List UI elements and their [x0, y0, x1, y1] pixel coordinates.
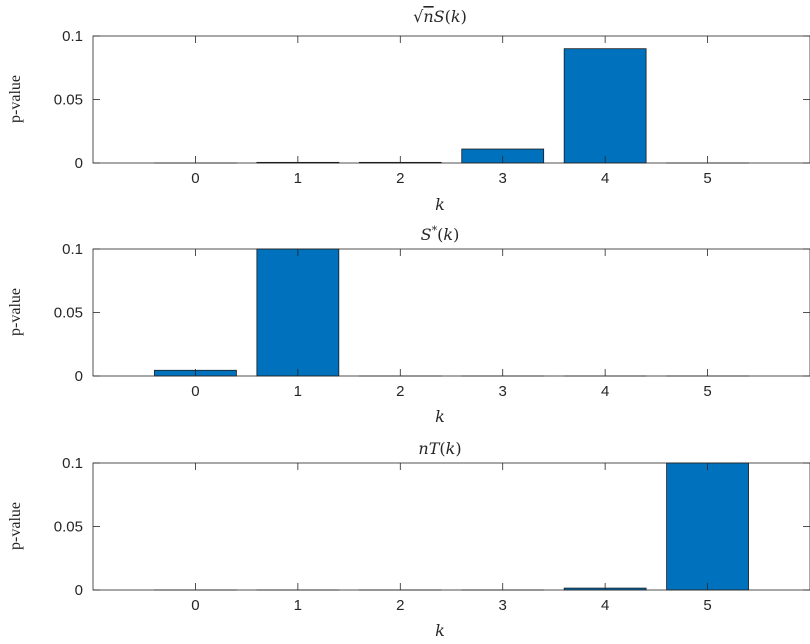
subplot-3: nT(k) 0 1 2 3 4 5 0 0.05 0.1 p-value k — [7, 439, 810, 640]
x-tick-label: 4 — [601, 597, 609, 614]
y-tick-label: 0.05 — [54, 519, 83, 536]
x-tick-label: 4 — [601, 383, 609, 400]
bar-1 — [256, 248, 340, 377]
x-tick-label: 0 — [191, 170, 199, 187]
x-tick-label: 3 — [499, 597, 507, 614]
x-tick-label: 0 — [191, 383, 199, 400]
y-tick-label: 0.1 — [62, 455, 83, 472]
y-tick-label: 0.05 — [54, 305, 83, 322]
x-tick-label: 2 — [396, 170, 404, 187]
x-tick-label: 1 — [294, 383, 302, 400]
x-tick-label: 2 — [396, 383, 404, 400]
y-axis-label: p-value — [7, 502, 24, 550]
x-tick-label: 5 — [703, 597, 711, 614]
axes-box — [92, 35, 810, 164]
plot-area: 0 1 2 3 4 5 0 0.05 0.1 — [54, 241, 810, 400]
y-tick-label: 0 — [75, 582, 83, 599]
y-axis-label: p-value — [7, 75, 24, 123]
y-tick-label: 0 — [75, 368, 83, 385]
y-tick-label: 0.1 — [62, 28, 83, 45]
axes-box — [92, 248, 810, 377]
subplot-title: √nS(k) — [413, 7, 467, 26]
subplot-2: S*(k) 0 1 2 3 4 5 0 0.05 0.1 p-value k — [7, 224, 810, 426]
x-tick-label: 3 — [499, 383, 507, 400]
y-tick-label: 0.1 — [62, 241, 83, 258]
y-axis-label: p-value — [7, 288, 24, 336]
x-tick-label: 1 — [294, 597, 302, 614]
subplot-title: nT(k) — [418, 439, 461, 458]
plot-area: 0 1 2 3 4 5 0 0.05 0.1 — [54, 455, 810, 614]
bar-4 — [563, 48, 647, 164]
x-tick-label: 5 — [703, 383, 711, 400]
x-tick-label: 5 — [703, 170, 711, 187]
x-tick-label: 1 — [294, 170, 302, 187]
x-axis-label: k — [435, 195, 445, 214]
x-tick-label: 2 — [396, 597, 404, 614]
x-tick-label: 0 — [191, 597, 199, 614]
x-tick-label: 3 — [499, 170, 507, 187]
x-axis-label: k — [435, 621, 445, 640]
x-tick-label: 4 — [601, 170, 609, 187]
x-axis-label: k — [435, 407, 445, 426]
bar-5 — [666, 462, 749, 591]
y-tick-label: 0.05 — [54, 92, 83, 109]
plot-area: 0 1 2 3 4 5 0 0.05 0.1 — [54, 28, 810, 187]
subplot-1: √nS(k) 0 1 2 3 4 5 0 0.05 0.1 p-value k — [7, 7, 810, 214]
y-tick-label: 0 — [75, 155, 83, 172]
subplot-title: S*(k) — [421, 224, 460, 245]
